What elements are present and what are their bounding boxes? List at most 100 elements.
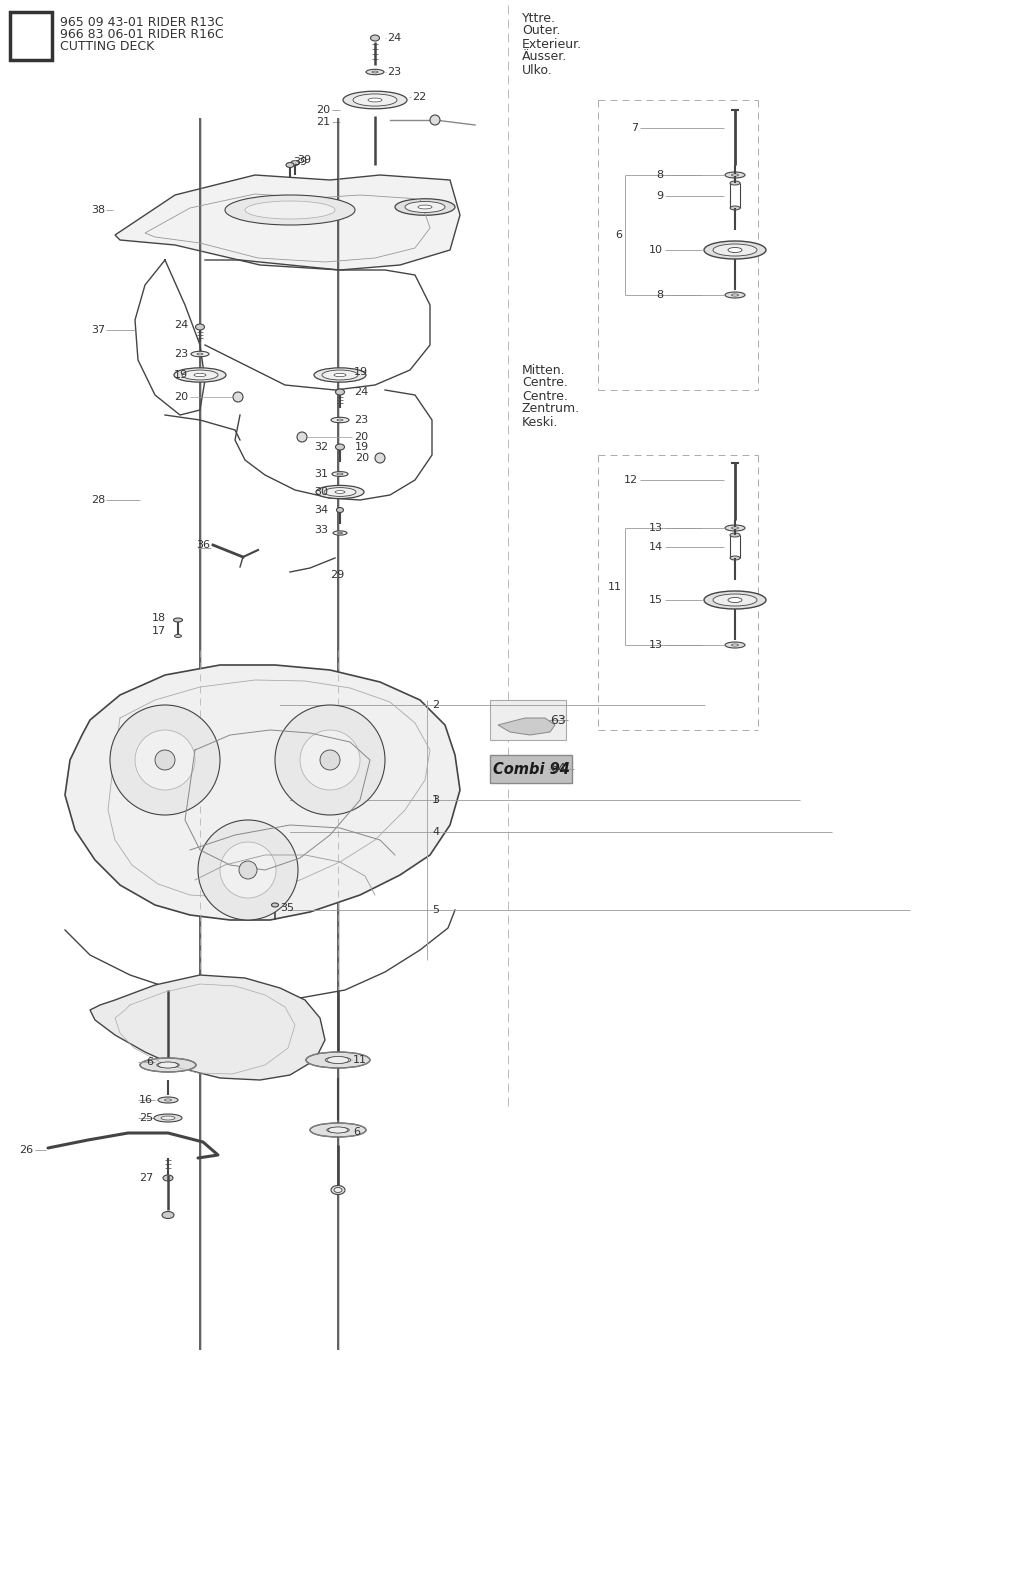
Text: Zentrum.: Zentrum. <box>522 403 581 416</box>
Ellipse shape <box>705 241 766 258</box>
Text: 15: 15 <box>649 595 663 605</box>
Circle shape <box>319 750 340 770</box>
Circle shape <box>198 821 298 920</box>
Ellipse shape <box>730 556 740 561</box>
Ellipse shape <box>271 902 279 907</box>
Text: Centre.: Centre. <box>522 376 568 389</box>
Text: Yttre.: Yttre. <box>522 11 556 25</box>
Ellipse shape <box>324 488 356 496</box>
Ellipse shape <box>731 644 738 646</box>
Ellipse shape <box>728 247 742 252</box>
Ellipse shape <box>157 1062 179 1068</box>
Text: 11: 11 <box>353 1055 367 1065</box>
Text: 22: 22 <box>412 91 426 102</box>
Circle shape <box>275 706 385 814</box>
Ellipse shape <box>725 291 745 298</box>
Text: 6: 6 <box>615 230 622 239</box>
Ellipse shape <box>161 1117 175 1120</box>
Ellipse shape <box>182 370 218 380</box>
Text: 7: 7 <box>631 123 638 132</box>
Polygon shape <box>115 175 460 269</box>
Text: 64: 64 <box>550 762 565 775</box>
Ellipse shape <box>337 419 343 421</box>
Text: Outer.: Outer. <box>522 25 560 38</box>
Text: 18: 18 <box>152 613 166 624</box>
Ellipse shape <box>333 531 347 536</box>
Circle shape <box>375 454 385 463</box>
Text: 32: 32 <box>314 443 328 452</box>
Text: Combi 94: Combi 94 <box>493 761 569 776</box>
Text: 36: 36 <box>196 540 210 550</box>
Text: 25: 25 <box>139 1114 153 1123</box>
Text: 24: 24 <box>174 320 188 331</box>
Text: 26: 26 <box>18 1145 33 1154</box>
Ellipse shape <box>327 1128 349 1132</box>
Ellipse shape <box>343 91 407 109</box>
Ellipse shape <box>368 98 382 102</box>
Text: 63: 63 <box>550 713 565 726</box>
Text: 39: 39 <box>297 154 311 165</box>
Text: CUTTING DECK: CUTTING DECK <box>60 39 155 52</box>
Ellipse shape <box>731 173 738 176</box>
Ellipse shape <box>395 198 455 216</box>
Ellipse shape <box>197 353 203 354</box>
Ellipse shape <box>191 351 209 356</box>
Ellipse shape <box>335 491 345 493</box>
Text: 24: 24 <box>387 33 401 43</box>
Text: 965 09 43-01 RIDER R13C: 965 09 43-01 RIDER R13C <box>60 16 223 28</box>
Text: 8: 8 <box>656 290 663 299</box>
Text: 23: 23 <box>354 414 368 425</box>
Ellipse shape <box>337 507 343 512</box>
Text: 19: 19 <box>174 370 188 380</box>
Text: Centre.: Centre. <box>522 389 568 403</box>
Text: 12: 12 <box>624 476 638 485</box>
Text: 33: 33 <box>314 524 328 536</box>
Ellipse shape <box>730 181 740 184</box>
Ellipse shape <box>316 485 364 499</box>
Text: 6: 6 <box>353 1128 360 1137</box>
Ellipse shape <box>366 69 384 74</box>
Ellipse shape <box>334 1188 342 1192</box>
Text: 21: 21 <box>315 117 330 128</box>
Ellipse shape <box>406 202 445 213</box>
Ellipse shape <box>158 1062 178 1068</box>
Circle shape <box>110 706 220 814</box>
Polygon shape <box>65 665 460 920</box>
Ellipse shape <box>174 369 226 383</box>
Text: 28: 28 <box>91 495 105 506</box>
Ellipse shape <box>725 172 745 178</box>
Ellipse shape <box>194 373 206 376</box>
Text: 2: 2 <box>432 699 439 710</box>
Ellipse shape <box>225 195 355 225</box>
Text: 19: 19 <box>355 443 369 452</box>
Bar <box>10 13 52 60</box>
Ellipse shape <box>245 202 335 219</box>
Text: 9: 9 <box>656 191 663 202</box>
Text: 19: 19 <box>354 367 368 376</box>
Ellipse shape <box>725 524 745 531</box>
Ellipse shape <box>174 635 181 638</box>
Ellipse shape <box>353 94 397 106</box>
Ellipse shape <box>337 472 343 476</box>
Ellipse shape <box>418 205 432 209</box>
Ellipse shape <box>725 643 745 647</box>
Ellipse shape <box>310 1123 366 1137</box>
Text: 5: 5 <box>432 906 439 915</box>
Text: 24: 24 <box>354 387 369 397</box>
Ellipse shape <box>332 471 348 476</box>
Ellipse shape <box>314 369 366 383</box>
Text: 38: 38 <box>91 205 105 216</box>
Ellipse shape <box>728 597 742 603</box>
Text: 39: 39 <box>293 158 307 167</box>
Text: 14: 14 <box>649 542 663 551</box>
Text: 27: 27 <box>138 1173 153 1183</box>
Text: Ulko.: Ulko. <box>522 63 553 77</box>
Ellipse shape <box>173 617 182 622</box>
Text: 13: 13 <box>649 523 663 532</box>
Text: 23: 23 <box>174 350 188 359</box>
Ellipse shape <box>328 1128 348 1132</box>
Text: 6: 6 <box>146 1057 153 1066</box>
Ellipse shape <box>705 591 766 610</box>
Text: 8: 8 <box>656 170 663 180</box>
Circle shape <box>220 843 276 898</box>
